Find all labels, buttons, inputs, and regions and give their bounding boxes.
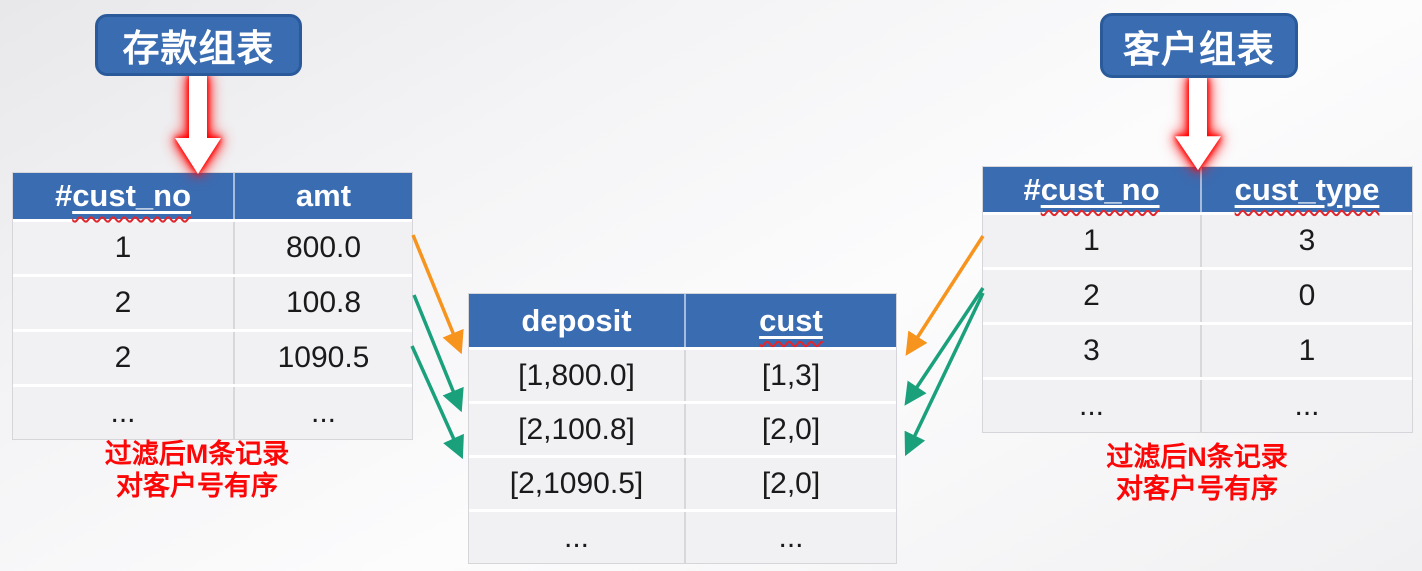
table-row-ellipsis: ... ... — [13, 384, 412, 439]
table-cell: 3 — [1200, 215, 1412, 267]
table-cell: [2,1090.5] — [509, 466, 644, 500]
column-header-cust-no: #cust_no — [13, 173, 233, 219]
table-cell: [2,0] — [684, 458, 896, 509]
header-prefix: # — [1023, 171, 1041, 207]
red-glow-down-arrow-icon — [175, 76, 221, 174]
column-header-deposit: deposit — [469, 294, 684, 347]
column-header-amt: amt — [233, 173, 412, 219]
table-cell: ... — [684, 512, 896, 563]
table-cell: [2,100.8] — [518, 412, 635, 446]
table-row-ellipsis: ... ... — [469, 509, 896, 563]
table-row: 2 1090.5 — [13, 329, 412, 384]
customer-group-callout: 客户组表 — [1100, 13, 1298, 78]
arrow-customer-row2-to-merged-row3 — [904, 292, 985, 457]
red-glow-down-arrow-icon — [1175, 78, 1221, 171]
table-row: 2 100.8 — [13, 274, 412, 329]
table-cell: 0 — [1200, 270, 1412, 322]
table-header-row: deposit cust — [469, 294, 896, 347]
header-prefix: # — [54, 178, 73, 213]
customer-group-callout-label: 客户组表 — [1123, 28, 1275, 70]
customer-group-table: #cust_no cust_type 1 3 2 0 3 1 ... ... — [982, 166, 1413, 433]
header-label: cust_no — [72, 178, 192, 213]
note-line: 过滤后N条记录 — [1106, 442, 1288, 472]
customer-filter-note: 过滤后N条记录 对客户号有序 — [1047, 441, 1347, 505]
header-label: amt — [295, 178, 352, 213]
merged-pairs-table: deposit cust [1,800.0] [1,3] [2,100.8] [… — [468, 293, 897, 564]
column-header-cust: cust — [684, 294, 896, 347]
table-cell: [1,3] — [684, 350, 896, 401]
note-line: 对客户号有序 — [1116, 474, 1278, 504]
column-header-cust-no: #cust_no — [983, 167, 1200, 212]
arrow-deposit-row1-to-merged-row1 — [411, 234, 464, 355]
arrow-customer-row1-to-merged-row1 — [905, 235, 985, 356]
table-cell: 2 — [1083, 279, 1100, 312]
table-row: 3 1 — [983, 322, 1412, 377]
deposit-group-callout: 存款组表 — [95, 14, 302, 76]
table-cell: 2 — [114, 341, 132, 374]
table-row: [2,1090.5] [2,0] — [469, 455, 896, 509]
column-header-cust-type: cust_type — [1200, 167, 1412, 212]
arrow-customer-row2-to-merged-row2 — [904, 287, 985, 406]
note-line: 过滤后M条记录 — [104, 439, 290, 469]
header-label: deposit — [521, 302, 632, 338]
table-header-row: #cust_no amt — [13, 173, 412, 219]
table-row: [1,800.0] [1,3] — [469, 347, 896, 401]
table-cell: [2,0] — [684, 404, 896, 455]
header-label: cust_type — [1234, 171, 1380, 207]
table-header-row: #cust_no cust_type — [983, 167, 1412, 212]
table-row: 2 0 — [983, 267, 1412, 322]
table-cell: 2 — [114, 286, 132, 319]
table-cell: 800.0 — [233, 222, 412, 274]
note-line: 对客户号有序 — [116, 471, 278, 501]
table-cell: 1090.5 — [233, 332, 412, 384]
table-cell: 1 — [1083, 224, 1100, 257]
arrow-deposit-row3-to-merged-row3 — [410, 345, 464, 460]
header-label: cust — [759, 302, 823, 338]
table-cell: 1 — [114, 231, 132, 264]
table-cell: ... — [110, 396, 136, 429]
table-row: [2,100.8] [2,0] — [469, 401, 896, 455]
table-cell: 3 — [1083, 334, 1100, 367]
table-cell: ... — [233, 387, 412, 439]
table-cell: ... — [563, 520, 589, 554]
table-row-ellipsis: ... ... — [983, 377, 1412, 432]
table-cell: 1 — [1200, 325, 1412, 377]
deposit-group-callout-label: 存款组表 — [122, 28, 275, 69]
table-cell: [1,800.0] — [518, 358, 635, 392]
arrow-deposit-row2-to-merged-row2 — [412, 294, 464, 413]
table-cell: ... — [1200, 380, 1412, 432]
table-cell: ... — [1078, 389, 1104, 422]
table-row: 1 800.0 — [13, 219, 412, 274]
table-cell: 100.8 — [233, 277, 412, 329]
table-row: 1 3 — [983, 212, 1412, 267]
header-label: cust_no — [1040, 171, 1160, 207]
deposit-group-table: #cust_no amt 1 800.0 2 100.8 2 1090.5 ..… — [12, 172, 413, 440]
deposit-filter-note: 过滤后M条记录 对客户号有序 — [47, 438, 347, 502]
